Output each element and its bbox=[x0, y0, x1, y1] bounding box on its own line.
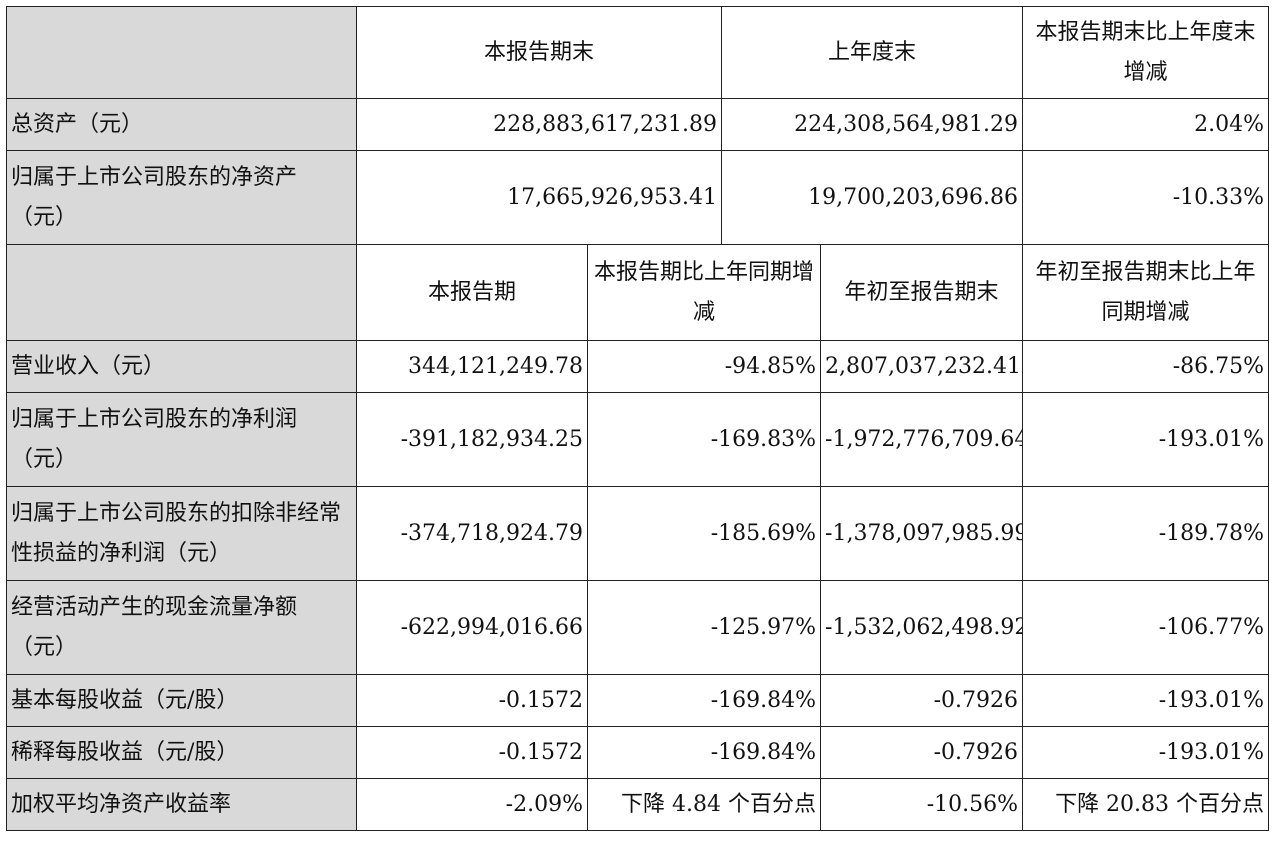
row-label: 归属于上市公司股东的净资产（元） bbox=[6, 150, 357, 245]
value-ytd: -1,378,097,985.99 bbox=[820, 486, 1024, 581]
financial-summary: 本报告期末 上年度末 本报告期末比上年度末增减 总资产（元） 228,883,617,2… bbox=[6, 6, 1270, 831]
header-this-period: 本报告期 bbox=[356, 244, 588, 341]
header-this-period-change: 本报告期比上年同期增减 bbox=[586, 244, 822, 341]
value-prior-year-end: 224,308,564,981.29 bbox=[721, 98, 1024, 151]
value-period-end: 228,883,617,231.89 bbox=[355, 98, 723, 151]
value-this-period: -0.1572 bbox=[356, 674, 588, 727]
row-label: 稀释每股收益（元/股） bbox=[6, 726, 357, 779]
header-change-vs-prior-year-end: 本报告期末比上年度末增减 bbox=[1022, 6, 1270, 99]
value-this-period: -2.09% bbox=[356, 778, 588, 831]
income-row: 归属于上市公司股东的扣除非经常性损益的净利润（元） -374,718,924.79… bbox=[6, 486, 1270, 581]
row-label: 经营活动产生的现金流量净额（元） bbox=[6, 580, 357, 675]
value-ytd-change: -189.78% bbox=[1022, 486, 1270, 581]
value-this-period: -391,182,934.25 bbox=[356, 392, 588, 487]
income-row: 基本每股收益（元/股） -0.1572 -169.84% -0.7926 -193.01… bbox=[6, 674, 1270, 727]
row-label: 加权平均净资产收益率 bbox=[6, 778, 357, 831]
value-ytd: -1,972,776,709.64 bbox=[820, 392, 1024, 487]
row-label: 归属于上市公司股东的扣除非经常性损益的净利润（元） bbox=[6, 486, 357, 581]
balance-row: 总资产（元） 228,883,617,231.89 224,308,564,981.… bbox=[6, 98, 1270, 151]
value-this-period-change: -125.97% bbox=[586, 580, 822, 675]
header-ytd-change: 年初至报告期末比上年同期增减 bbox=[1022, 244, 1270, 341]
value-this-period: -0.1572 bbox=[356, 726, 588, 779]
row-label: 归属于上市公司股东的净利润（元） bbox=[6, 392, 357, 487]
value-ytd-change: 下降 20.83 个百分点 bbox=[1022, 778, 1270, 831]
header-period-end: 本报告期末 bbox=[355, 6, 723, 99]
balance-row: 归属于上市公司股东的净资产（元） 17,665,926,953.41 19,700,… bbox=[6, 150, 1270, 245]
income-row: 经营活动产生的现金流量净额（元） -622,994,016.66 -125.97% -… bbox=[6, 580, 1270, 675]
value-change: -10.33% bbox=[1022, 150, 1270, 245]
value-ytd-change: -86.75% bbox=[1022, 340, 1270, 393]
balance-header-row: 本报告期末 上年度末 本报告期末比上年度末增减 bbox=[6, 6, 1270, 99]
header-prior-year-end: 上年度末 bbox=[721, 6, 1024, 99]
value-ytd: -0.7926 bbox=[820, 726, 1024, 779]
value-ytd: 2,807,037,232.41 bbox=[820, 340, 1024, 393]
value-change: 2.04% bbox=[1022, 98, 1270, 151]
financial-table: 本报告期末 上年度末 本报告期末比上年度末增减 总资产（元） 228,883,617,2… bbox=[6, 6, 1270, 831]
income-header-blank bbox=[6, 244, 357, 341]
value-this-period-change: -94.85% bbox=[586, 340, 822, 393]
row-label: 基本每股收益（元/股） bbox=[6, 674, 357, 727]
value-this-period-change: -185.69% bbox=[586, 486, 822, 581]
value-ytd: -1,532,062,498.92 bbox=[820, 580, 1024, 675]
value-this-period-change: -169.84% bbox=[586, 674, 822, 727]
value-ytd-change: -106.77% bbox=[1022, 580, 1270, 675]
income-header-row: 本报告期 本报告期比上年同期增减 年初至报告期末 年初至报告期末比上年同期增减 bbox=[6, 244, 1270, 341]
value-this-period: 344,121,249.78 bbox=[356, 340, 588, 393]
value-this-period: -374,718,924.79 bbox=[356, 486, 588, 581]
value-ytd-change: -193.01% bbox=[1022, 392, 1270, 487]
header-ytd: 年初至报告期末 bbox=[820, 244, 1024, 341]
value-period-end: 17,665,926,953.41 bbox=[355, 150, 723, 245]
balance-header-blank bbox=[6, 6, 357, 99]
value-this-period: -622,994,016.66 bbox=[356, 580, 588, 675]
income-row: 加权平均净资产收益率 -2.09% 下降 4.84 个百分点 -10.56% 下降 20… bbox=[6, 778, 1270, 831]
value-ytd-change: -193.01% bbox=[1022, 674, 1270, 727]
value-ytd: -0.7926 bbox=[820, 674, 1024, 727]
income-row: 归属于上市公司股东的净利润（元） -391,182,934.25 -169.83% -… bbox=[6, 392, 1270, 487]
value-ytd: -10.56% bbox=[820, 778, 1024, 831]
row-label: 总资产（元） bbox=[6, 98, 357, 151]
value-prior-year-end: 19,700,203,696.86 bbox=[721, 150, 1024, 245]
row-label: 营业收入（元） bbox=[6, 340, 357, 393]
value-ytd-change: -193.01% bbox=[1022, 726, 1270, 779]
income-row: 稀释每股收益（元/股） -0.1572 -169.84% -0.7926 -193.01… bbox=[6, 726, 1270, 779]
income-row: 营业收入（元） 344,121,249.78 -94.85% 2,807,037,23… bbox=[6, 340, 1270, 393]
value-this-period-change: -169.84% bbox=[586, 726, 822, 779]
value-this-period-change: 下降 4.84 个百分点 bbox=[586, 778, 822, 831]
value-this-period-change: -169.83% bbox=[586, 392, 822, 487]
